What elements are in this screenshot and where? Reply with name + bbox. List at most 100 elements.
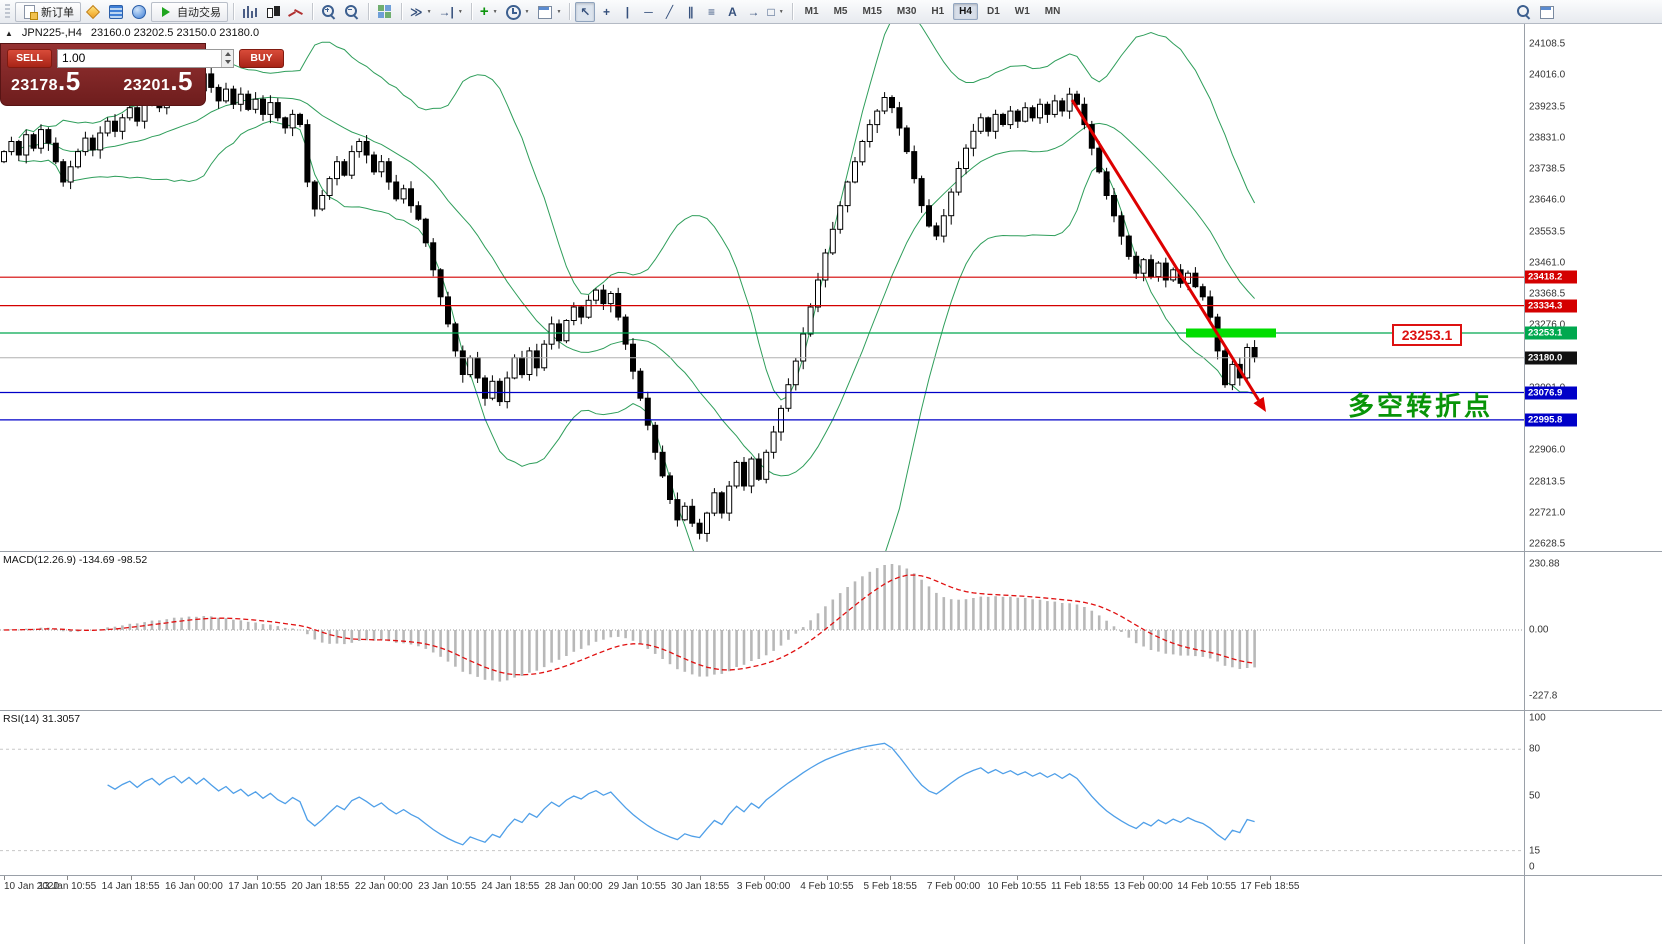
autotrading-button[interactable]: 自动交易 bbox=[151, 1, 228, 22]
candle-body bbox=[1037, 103, 1043, 119]
toolbar-grip[interactable] bbox=[5, 3, 10, 20]
dropdown-arrow-icon: ▼ bbox=[524, 8, 530, 15]
zoom-in-icon[interactable] bbox=[318, 2, 340, 22]
market-depth-icon[interactable] bbox=[105, 2, 127, 22]
macd-bar bbox=[572, 630, 576, 652]
timeframe-w1-button[interactable]: W1 bbox=[1009, 3, 1036, 20]
trendline-icon[interactable]: ╱ bbox=[659, 2, 679, 22]
time-axis[interactable]: 10 Jan 2020 13 Jan 10:55 14 Jan 18:55 16 Ja… bbox=[0, 876, 1524, 944]
macd-bar bbox=[942, 597, 946, 630]
macd-bar bbox=[646, 630, 650, 649]
macd-bar bbox=[513, 630, 516, 678]
bar-chart-icon[interactable] bbox=[239, 2, 261, 22]
horizontal-line-icon[interactable]: ─ bbox=[638, 2, 658, 22]
rsi-tick-label: 80 bbox=[1529, 743, 1541, 755]
indicators-icon[interactable]: + ▼ bbox=[477, 2, 501, 22]
templates-icon[interactable]: ▼ bbox=[534, 2, 565, 22]
macd-plot[interactable]: MACD(12.26.9) -134.69 -98.52 bbox=[0, 552, 1524, 710]
new-order-button[interactable]: 新订单 bbox=[15, 1, 81, 22]
zoom-out-icon[interactable] bbox=[341, 2, 363, 22]
macd-bar bbox=[1016, 597, 1020, 630]
timeframe-m15-button[interactable]: M15 bbox=[856, 3, 887, 20]
vertical-line-icon[interactable]: | bbox=[617, 2, 637, 22]
candle-body bbox=[430, 242, 437, 271]
auto-scroll-icon[interactable]: ≫ ▼ bbox=[407, 2, 435, 22]
macd-bar bbox=[920, 579, 923, 630]
search-icon[interactable] bbox=[1513, 2, 1535, 22]
channel-icon[interactable]: ∥ bbox=[680, 2, 700, 22]
rsi-tick-label: 50 bbox=[1529, 790, 1541, 802]
globe-icon bbox=[131, 4, 147, 20]
macd-bar bbox=[283, 627, 287, 630]
time-tick-mark bbox=[193, 876, 195, 880]
time-tick-mark bbox=[320, 876, 322, 880]
time-tick-label: 14 Jan 18:55 bbox=[101, 881, 160, 892]
candle-body bbox=[1111, 195, 1117, 217]
candle-body bbox=[1185, 272, 1191, 284]
macd-bar bbox=[1105, 620, 1108, 630]
mql5-community-icon[interactable] bbox=[82, 2, 104, 22]
candle-body bbox=[134, 107, 141, 122]
macd-bar bbox=[357, 630, 361, 641]
text-icon[interactable]: A bbox=[722, 2, 742, 22]
timeframe-d1-button[interactable]: D1 bbox=[981, 3, 1006, 20]
news-icon[interactable] bbox=[128, 2, 150, 22]
macd-bar bbox=[690, 630, 694, 675]
chart-shift-icon[interactable]: →| ▼ bbox=[436, 2, 466, 22]
volume-down-button[interactable] bbox=[222, 58, 233, 67]
candle-body bbox=[52, 142, 59, 163]
candle-body bbox=[1051, 100, 1058, 115]
price-level-label[interactable]: 23253.1 bbox=[1392, 324, 1462, 346]
candle-body bbox=[452, 323, 459, 352]
periods-icon[interactable]: ▼ bbox=[502, 2, 533, 22]
volume-input[interactable] bbox=[58, 49, 221, 67]
time-tick-label: 28 Jan 00:00 bbox=[544, 881, 603, 892]
candle-body bbox=[297, 113, 303, 126]
rsi-plot[interactable]: RSI(14) 31.3057 bbox=[0, 711, 1524, 875]
candle-body bbox=[644, 397, 651, 426]
macd-bar bbox=[720, 630, 724, 674]
timeframe-h4-button[interactable]: H4 bbox=[953, 3, 978, 20]
timeframe-mn-button[interactable]: MN bbox=[1039, 3, 1067, 20]
timeframe-m5-button[interactable]: M5 bbox=[828, 3, 854, 20]
horizontal-line-icon-glyph: ─ bbox=[644, 4, 653, 19]
candle-body bbox=[889, 97, 895, 109]
time-tick-mark bbox=[130, 876, 132, 880]
rsi-tick-label: 0 bbox=[1529, 861, 1535, 873]
macd-bar bbox=[1097, 615, 1101, 630]
buy-button[interactable]: BUY bbox=[239, 48, 284, 68]
fibonacci-icon[interactable]: ≡ bbox=[701, 2, 721, 22]
sell-button[interactable]: SELL bbox=[7, 48, 52, 68]
arrows-icon[interactable]: → bbox=[743, 2, 763, 22]
macd-bar bbox=[890, 564, 894, 630]
price-plot[interactable]: ▲ JPN225-,H4 23160.0 23202.5 23150.0 231… bbox=[0, 24, 1524, 551]
candle-body bbox=[215, 86, 222, 102]
macd-bar bbox=[1194, 630, 1197, 657]
macd-bar bbox=[1068, 603, 1071, 630]
price-level-badge: 23418.2 bbox=[1525, 270, 1577, 284]
timeframe-m1-button[interactable]: M1 bbox=[799, 3, 825, 20]
macd-bar bbox=[350, 630, 354, 643]
line-chart-icon[interactable] bbox=[285, 2, 307, 22]
time-tick-mark bbox=[447, 876, 449, 880]
time-tick-mark bbox=[383, 876, 385, 880]
cursor-icon[interactable]: ↖ bbox=[575, 1, 596, 22]
doc-icon bbox=[22, 4, 38, 20]
price-level-badge: 23076.9 bbox=[1525, 386, 1577, 399]
timeframe-h1-button[interactable]: H1 bbox=[925, 3, 950, 20]
new-window-icon[interactable] bbox=[1536, 2, 1558, 22]
candle-body bbox=[556, 323, 562, 342]
shapes-icon[interactable]: □ ▼ bbox=[764, 2, 786, 22]
candle-body bbox=[504, 377, 511, 403]
turning-point-note[interactable]: 多空转折点 bbox=[1348, 391, 1494, 421]
timeframe-m30-button[interactable]: M30 bbox=[891, 3, 922, 20]
macd-bar bbox=[239, 620, 243, 630]
candle-body bbox=[1199, 286, 1206, 298]
candlestick-chart-icon[interactable] bbox=[262, 2, 284, 22]
indicators-icon-glyph: + bbox=[479, 3, 489, 20]
tile-windows-icon[interactable] bbox=[374, 2, 396, 22]
crosshair-icon[interactable]: + bbox=[596, 2, 616, 22]
volume-up-button[interactable] bbox=[222, 49, 233, 58]
trade-panel-collapse-icon[interactable]: ▲ bbox=[5, 28, 13, 38]
time-tick-label: 10 Feb 10:55 bbox=[987, 881, 1047, 892]
